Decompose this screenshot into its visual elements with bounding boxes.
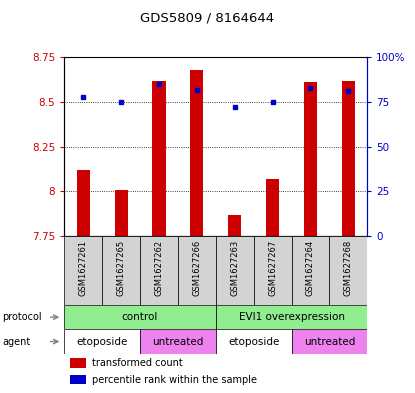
Bar [71, 358, 85, 368]
Bar [216, 305, 367, 329]
Text: control: control [122, 312, 158, 322]
Text: GDS5809 / 8164644: GDS5809 / 8164644 [140, 12, 275, 25]
Bar [152, 81, 166, 236]
Bar [71, 375, 85, 384]
Bar [102, 236, 140, 305]
Text: untreated: untreated [152, 336, 204, 347]
Text: GSM1627262: GSM1627262 [154, 240, 164, 296]
Bar [330, 236, 367, 305]
Bar [178, 236, 216, 305]
Text: percentile rank within the sample: percentile rank within the sample [92, 375, 256, 385]
Bar [228, 215, 242, 236]
Bar [190, 70, 203, 236]
Text: GSM1627266: GSM1627266 [193, 240, 201, 296]
Bar [266, 179, 279, 236]
Bar [115, 190, 128, 236]
Bar [140, 236, 178, 305]
Text: transformed count: transformed count [92, 358, 182, 368]
Text: etoposide: etoposide [228, 336, 279, 347]
Text: etoposide: etoposide [76, 336, 128, 347]
Bar [77, 170, 90, 236]
Bar [140, 329, 216, 354]
Bar [216, 329, 291, 354]
Bar [216, 236, 254, 305]
Text: GSM1627264: GSM1627264 [306, 240, 315, 296]
Bar [291, 329, 367, 354]
Text: GSM1627263: GSM1627263 [230, 240, 239, 296]
Text: agent: agent [2, 336, 30, 347]
Text: untreated: untreated [304, 336, 355, 347]
Text: GSM1627268: GSM1627268 [344, 240, 353, 296]
Text: GSM1627267: GSM1627267 [268, 240, 277, 296]
Bar [254, 236, 291, 305]
Bar [64, 236, 102, 305]
Bar [304, 83, 317, 236]
Text: GSM1627265: GSM1627265 [117, 240, 126, 296]
Bar [291, 236, 330, 305]
Bar [64, 329, 140, 354]
Text: EVI1 overexpression: EVI1 overexpression [239, 312, 344, 322]
Bar [64, 305, 216, 329]
Text: protocol: protocol [2, 312, 42, 322]
Bar [342, 81, 355, 236]
Text: GSM1627261: GSM1627261 [79, 240, 88, 296]
